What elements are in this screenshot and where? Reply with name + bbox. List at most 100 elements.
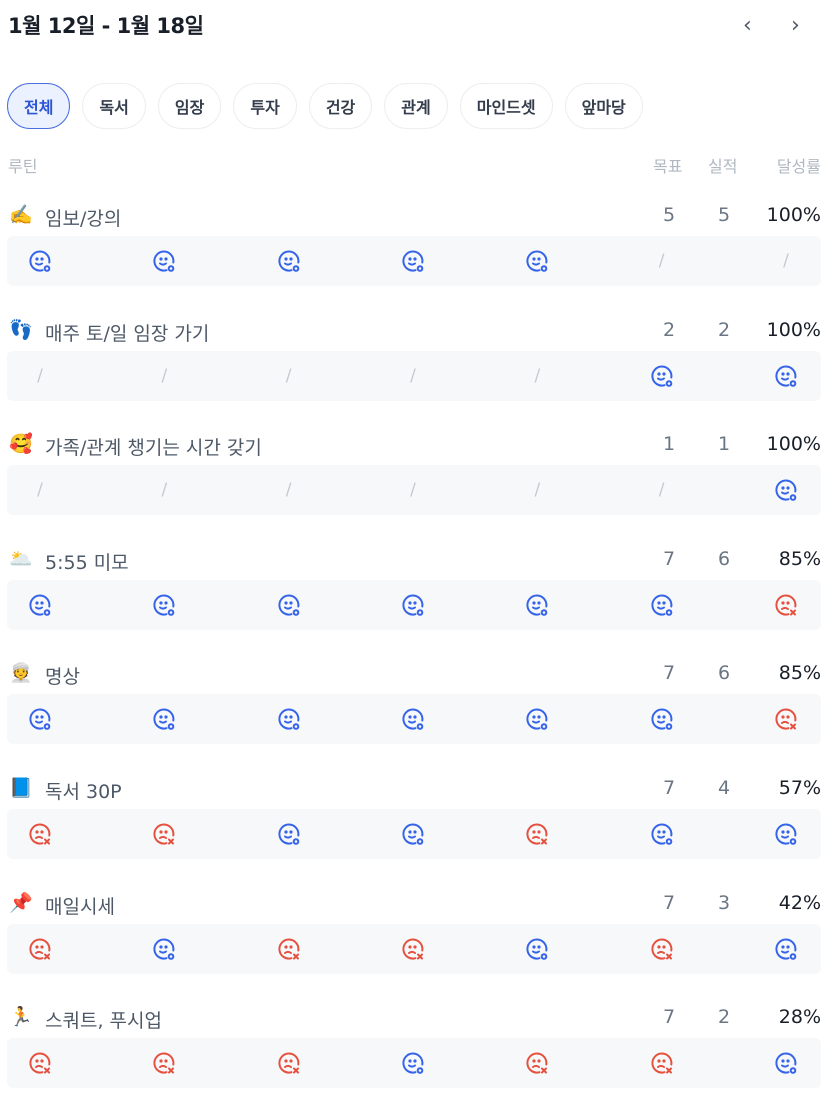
week-range-title: 1월 12일 - 1월 18일 (8, 14, 204, 38)
routine-title-row: 👣 매주 토/일 임장 가기 2 2 100% (7, 311, 821, 351)
fail-frown-icon[interactable] (152, 1051, 176, 1075)
success-smiley-icon[interactable] (277, 707, 301, 731)
routine-day-cells: / / / / / / (7, 465, 821, 516)
empty-slash-icon: / (410, 365, 416, 386)
empty-slash-icon: / (410, 480, 416, 501)
routine-rate: 100% (766, 433, 821, 456)
success-smiley-icon[interactable] (152, 593, 176, 617)
chevron-left-icon[interactable]: ‹ (743, 13, 752, 38)
success-smiley-icon[interactable] (525, 937, 549, 961)
empty-slash-icon: / (285, 365, 292, 386)
routine-title-row: 📌 매일시세 7 3 42% (7, 884, 821, 924)
routine-actual: 6 (718, 547, 731, 570)
routine-name[interactable]: 스쿼트, 푸시업 (45, 1010, 162, 1033)
fail-frown-icon[interactable] (28, 1051, 52, 1075)
empty-slash-icon: / (161, 365, 168, 386)
success-smiley-icon[interactable] (650, 707, 674, 731)
fail-frown-icon[interactable] (525, 1051, 549, 1075)
tab-2[interactable]: 임장 (157, 83, 222, 129)
fail-frown-icon[interactable] (277, 1051, 301, 1075)
success-smiley-icon[interactable] (774, 478, 798, 502)
routine-rate: 85% (778, 662, 821, 685)
routine-title-row: ✍️ 임보/강의 5 5 100% (7, 196, 821, 236)
tab-1[interactable]: 독서 (82, 83, 146, 129)
routine-emoji-icon: 🥰 (9, 433, 33, 456)
routine-emoji-icon: 👣 (9, 318, 33, 341)
fail-frown-icon[interactable] (28, 822, 52, 846)
fail-frown-icon[interactable] (650, 937, 674, 961)
routine-title-row: 📘 독서 30P 7 4 57% (7, 769, 821, 809)
tab-6[interactable]: 마인드셋 (459, 83, 553, 129)
routine-name[interactable]: 5:55 미모 (45, 551, 129, 574)
routine-actual: 3 (718, 891, 731, 914)
routine-rate: 85% (778, 547, 821, 570)
routine-title-row: 🌥️ 5:55 미모 7 6 85% (7, 540, 821, 580)
routine-title-row: 👳 명상 7 6 85% (7, 654, 821, 694)
routine-emoji-icon: 🌥️ (9, 547, 33, 570)
success-smiley-icon[interactable] (277, 249, 301, 273)
routine-goal: 7 (663, 662, 676, 685)
fail-frown-icon[interactable] (277, 937, 301, 961)
routine-name[interactable]: 가족/관계 챙기는 시간 갖기 (45, 437, 262, 460)
routine-goal: 7 (663, 547, 676, 570)
routine-emoji-icon: 📌 (9, 891, 33, 914)
success-smiley-icon[interactable] (401, 593, 425, 617)
tab-5[interactable]: 관계 (384, 83, 448, 129)
success-smiley-icon[interactable] (774, 1051, 798, 1075)
column-routine: 루틴 (8, 157, 38, 176)
routine-title-row: 🥰 가족/관계 챙기는 시간 갖기 1 1 100% (7, 425, 821, 465)
success-smiley-icon[interactable] (774, 364, 798, 388)
routine-title-row: 🏃 스쿼트, 푸시업 7 2 28% (7, 998, 821, 1038)
fail-frown-icon[interactable] (525, 822, 549, 846)
routine-day-cells (7, 579, 821, 630)
success-smiley-icon[interactable] (774, 937, 798, 961)
fail-frown-icon[interactable] (774, 593, 798, 617)
fail-frown-icon[interactable] (650, 1051, 674, 1075)
success-smiley-icon[interactable] (401, 822, 425, 846)
success-smiley-icon[interactable] (525, 707, 549, 731)
success-smiley-icon[interactable] (277, 593, 301, 617)
success-smiley-icon[interactable] (650, 593, 674, 617)
routine-rate: 100% (766, 318, 821, 341)
routine-goal: 5 (663, 204, 676, 226)
fail-frown-icon[interactable] (401, 937, 425, 961)
routine-name[interactable]: 매일시세 (45, 895, 115, 918)
routine-goal: 2 (663, 318, 676, 341)
fail-frown-icon[interactable] (152, 822, 176, 846)
routine-row: 🌥️ 5:55 미모 7 6 85% (7, 540, 821, 630)
success-smiley-icon[interactable] (28, 249, 52, 273)
fail-frown-icon[interactable] (774, 707, 798, 731)
success-smiley-icon[interactable] (152, 249, 176, 273)
success-smiley-icon[interactable] (28, 593, 52, 617)
routine-goal: 7 (663, 1006, 676, 1029)
tab-4[interactable]: 건강 (308, 83, 373, 129)
success-smiley-icon[interactable] (525, 249, 549, 273)
routine-day-cells (7, 694, 821, 745)
chevron-right-icon[interactable]: › (791, 13, 800, 38)
tab-3[interactable]: 투자 (233, 83, 297, 129)
routine-emoji-icon: 👳 (9, 662, 33, 685)
fail-frown-icon[interactable] (28, 937, 52, 961)
success-smiley-icon[interactable] (28, 707, 52, 731)
success-smiley-icon[interactable] (650, 364, 674, 388)
tab-7[interactable]: 앞마당 (564, 83, 643, 129)
tab-0[interactable]: 전체 (7, 83, 71, 129)
success-smiley-icon[interactable] (401, 249, 425, 273)
routine-emoji-icon: 🏃 (9, 1006, 33, 1029)
routine-row: 🥰 가족/관계 챙기는 시간 갖기 1 1 100% / / / / / / (7, 425, 821, 516)
routine-row: 📌 매일시세 7 3 42% (7, 884, 821, 974)
success-smiley-icon[interactable] (401, 1051, 425, 1075)
routine-name[interactable]: 임보/강의 (45, 208, 122, 230)
success-smiley-icon[interactable] (525, 593, 549, 617)
success-smiley-icon[interactable] (277, 822, 301, 846)
empty-slash-icon: / (37, 365, 43, 386)
routine-actual: 2 (718, 318, 731, 341)
success-smiley-icon[interactable] (152, 937, 176, 961)
routine-name[interactable]: 명상 (45, 666, 80, 689)
success-smiley-icon[interactable] (401, 707, 425, 731)
routine-name[interactable]: 독서 30P (45, 781, 122, 803)
success-smiley-icon[interactable] (152, 707, 176, 731)
success-smiley-icon[interactable] (774, 822, 798, 846)
routine-name[interactable]: 매주 토/일 임장 가기 (45, 322, 210, 345)
success-smiley-icon[interactable] (650, 822, 674, 846)
